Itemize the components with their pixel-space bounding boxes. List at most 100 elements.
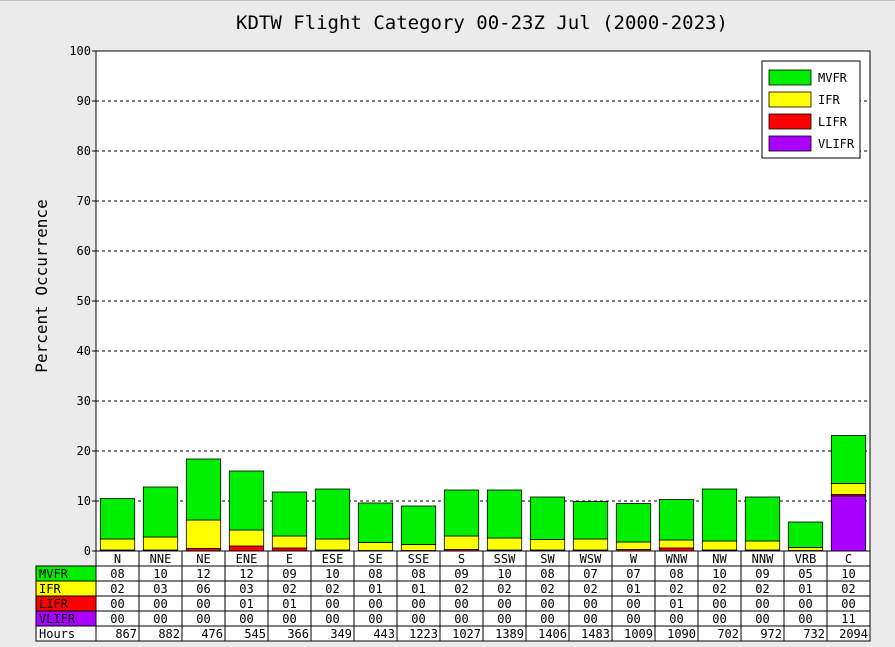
table-value-ifr: 02	[583, 582, 597, 596]
bar-mvfr-nnw	[744, 496, 781, 542]
bars-layer	[99, 435, 867, 552]
data-table: N NNE NE ENE E ESE SE SSE S SSW SW WSW W WNW NW NNW VRB C…	[35, 550, 871, 642]
bar-ifr-ne	[185, 519, 222, 549]
table-value-ifr: 02	[755, 582, 769, 596]
bar-ifr-wsw	[572, 538, 609, 551]
bar-ifr-nnw	[744, 540, 781, 551]
table-value-hours: 972	[760, 627, 782, 641]
table-value-hours: 443	[373, 627, 395, 641]
table-value-ifr: 06	[196, 582, 210, 596]
bar-ifr-nne	[142, 536, 179, 551]
table-value-mvfr: 10	[153, 567, 167, 581]
legend-label-vlifr: VLIFR	[818, 137, 855, 151]
x-tick-label: SW	[540, 552, 555, 566]
table-value-mvfr: 08	[540, 567, 554, 581]
table-value-vlifr: 00	[583, 612, 597, 626]
table-value-ifr: 02	[110, 582, 124, 596]
legend-label-mvfr: MVFR	[818, 71, 848, 85]
bar-mvfr-sse	[400, 505, 437, 545]
bar-lifr-ene	[228, 545, 265, 552]
table-value-hours: 476	[201, 627, 223, 641]
table-value-vlifr: 00	[239, 612, 253, 626]
bar-ifr-nw	[701, 540, 738, 551]
y-tick-label: 70	[77, 194, 91, 208]
table-value-ifr: 01	[411, 582, 425, 596]
x-tick-label: C	[845, 552, 852, 566]
y-axis-label: Percent Occurrence	[32, 199, 51, 372]
table-value-mvfr: 05	[798, 567, 812, 581]
x-tick-label: WNW	[666, 552, 688, 566]
table-value-vlifr: 00	[798, 612, 812, 626]
table-value-lifr: 01	[239, 597, 253, 611]
legend-label-ifr: IFR	[818, 93, 840, 107]
table-value-mvfr: 10	[497, 567, 511, 581]
x-tick-label: W	[630, 552, 638, 566]
table-value-hours: 1027	[452, 627, 481, 641]
table-value-lifr: 00	[454, 597, 468, 611]
table-value-lifr: 00	[325, 597, 339, 611]
table-value-ifr: 02	[282, 582, 296, 596]
bar-mvfr-e	[271, 491, 308, 537]
table-value-vlifr: 00	[755, 612, 769, 626]
bar-ifr-vrb	[787, 547, 824, 551]
y-tick-label: 50	[77, 294, 91, 308]
table-value-mvfr: 08	[669, 567, 683, 581]
bar-mvfr-nw	[701, 488, 738, 542]
table-value-mvfr: 12	[196, 567, 210, 581]
bar-ifr-c	[830, 483, 867, 495]
table-value-ifr: 02	[669, 582, 683, 596]
y-tick-label: 10	[77, 494, 91, 508]
x-tick-label: E	[286, 552, 293, 566]
table-value-lifr: 00	[110, 597, 124, 611]
grid-layer	[96, 100, 870, 502]
table-value-hours: 1483	[581, 627, 610, 641]
bar-ifr-n	[99, 538, 136, 551]
row-label-lifr: LIFR	[39, 597, 69, 611]
x-tick-label: NW	[712, 552, 727, 566]
bar-ifr-se	[357, 542, 394, 551]
table-value-hours: 702	[717, 627, 739, 641]
table-value-mvfr: 10	[325, 567, 339, 581]
table-value-mvfr: 09	[755, 567, 769, 581]
table-value-vlifr: 11	[841, 612, 855, 626]
y-tick-label: 90	[77, 94, 91, 108]
x-tick-label: NE	[196, 552, 210, 566]
table-value-lifr: 00	[755, 597, 769, 611]
table-value-mvfr: 08	[368, 567, 382, 581]
table-value-hours: 366	[287, 627, 309, 641]
table-value-lifr: 00	[798, 597, 812, 611]
table-value-ifr: 03	[153, 582, 167, 596]
table-value-hours: 732	[803, 627, 825, 641]
table-value-ifr: 02	[325, 582, 339, 596]
table-value-vlifr: 00	[540, 612, 554, 626]
x-tick-label: ESE	[322, 552, 344, 566]
bar-ifr-sw	[529, 539, 566, 551]
bar-ifr-ese	[314, 538, 351, 551]
bar-ifr-wnw	[658, 539, 695, 549]
y-ticks: 0 10 20 30 40 50 60 70 80 90 100	[69, 44, 96, 558]
table-value-hours: 1090	[667, 627, 696, 641]
table-value-vlifr: 00	[626, 612, 640, 626]
table-value-vlifr: 00	[669, 612, 683, 626]
table-value-hours: 1009	[624, 627, 653, 641]
x-tick-label: SSW	[494, 552, 516, 566]
table-value-mvfr: 08	[110, 567, 124, 581]
table-value-lifr: 00	[153, 597, 167, 611]
table-value-hours: 349	[330, 627, 352, 641]
table-value-mvfr: 10	[841, 567, 855, 581]
y-tick-label: 30	[77, 394, 91, 408]
table-value-ifr: 02	[540, 582, 554, 596]
y-tick-label: 100	[69, 44, 91, 58]
bar-mvfr-s	[443, 489, 480, 537]
y-tick-label: 80	[77, 144, 91, 158]
bar-mvfr-ene	[228, 470, 265, 531]
table-value-lifr: 00	[497, 597, 511, 611]
row-label-ifr: IFR	[39, 582, 61, 596]
table-value-vlifr: 00	[368, 612, 382, 626]
bar-mvfr-w	[615, 503, 652, 543]
table-value-vlifr: 00	[497, 612, 511, 626]
legend-swatch-lifr	[768, 113, 812, 130]
table-value-mvfr: 10	[712, 567, 726, 581]
